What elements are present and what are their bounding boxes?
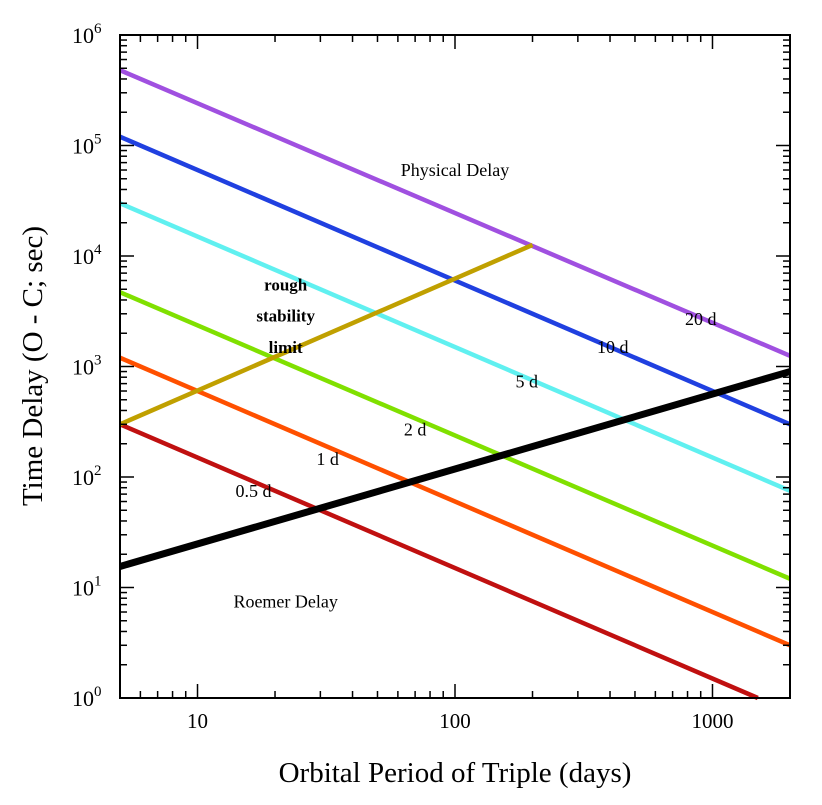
- y-tick-label: 101: [72, 574, 102, 601]
- annotation-label: Physical Delay: [401, 160, 509, 180]
- annotation-label: 20 d: [685, 309, 717, 329]
- series-line-roemer-delay: [119, 368, 791, 570]
- series-lines: [119, 68, 791, 701]
- annotation-label: 2 d: [404, 419, 427, 439]
- annotation-label: rough: [264, 276, 308, 295]
- x-axis-label: Orbital Period of Triple (days): [279, 757, 632, 789]
- annotation-label: 0.5 d: [236, 481, 272, 501]
- series-line-2-d: [119, 290, 791, 581]
- y-tick-label: 100: [72, 684, 102, 711]
- x-tick-label: 100: [439, 709, 471, 733]
- annotation-label: 1 d: [316, 449, 339, 469]
- plot-frame: [119, 34, 791, 699]
- y-tick-label: 106: [72, 21, 102, 48]
- annotation-label: limit: [269, 338, 303, 357]
- annotation-label: stability: [256, 306, 315, 325]
- annotations: Physical Delay 20 d 10 d 5 d 2 d 1 d 0.5 d roug…: [233, 160, 716, 611]
- series-line-20-d: [119, 68, 791, 358]
- annotation-label: 10 d: [597, 337, 629, 357]
- tick-labels: 10 100 1000 100 101 102 103 104 105 106: [72, 21, 733, 733]
- x-tick-label: 10: [187, 709, 208, 733]
- y-tick-label: 103: [72, 353, 102, 380]
- x-tick-label: 1000: [691, 709, 733, 733]
- y-axis-label: Time Delay (O - C; sec): [17, 226, 49, 506]
- series-line-0-5-d: [119, 422, 759, 701]
- series-line-5-d: [119, 201, 791, 493]
- annotation-label: Roemer Delay: [233, 591, 337, 611]
- y-tick-label: 104: [72, 242, 102, 269]
- annotation-label: 5 d: [516, 372, 539, 392]
- y-tick-label: 105: [72, 132, 102, 159]
- series-line-rough-stability-limit: [119, 242, 534, 427]
- y-tick-label: 102: [72, 463, 102, 490]
- series-line-1-d: [119, 355, 791, 648]
- axis-ticks: [119, 35, 791, 699]
